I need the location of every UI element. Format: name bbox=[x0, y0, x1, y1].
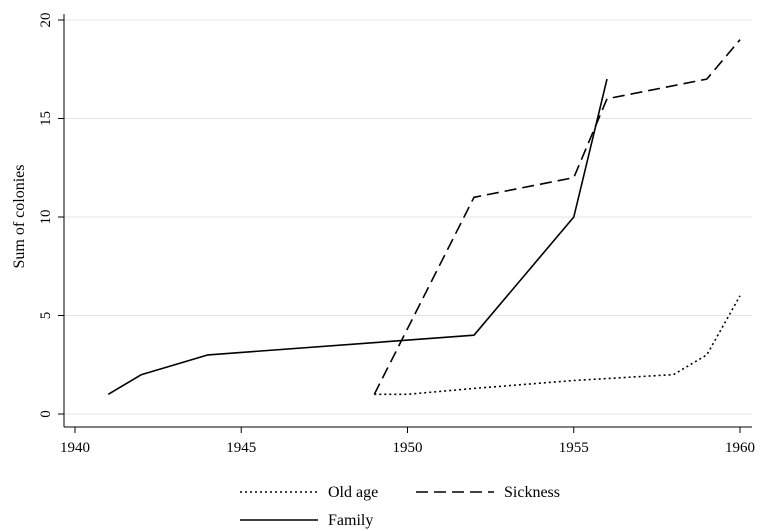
y-axis-ticks: 0 5 10 15 20 bbox=[38, 13, 64, 418]
series-line-family bbox=[107, 78, 608, 395]
y-tick-label: 20 bbox=[38, 13, 54, 28]
x-tick-label: 1950 bbox=[393, 440, 423, 456]
axes bbox=[63, 14, 752, 428]
y-axis-title: Sum of colonies bbox=[11, 165, 28, 269]
series-line-sickness bbox=[373, 39, 741, 395]
x-tick-label: 1955 bbox=[559, 440, 589, 456]
legend-item: Sickness bbox=[416, 484, 560, 501]
legend: Old age Sickness Family bbox=[240, 484, 560, 529]
y-tick-label: 0 bbox=[38, 410, 54, 418]
y-tick-label: 10 bbox=[38, 210, 54, 225]
legend-item: Family bbox=[240, 512, 373, 529]
legend-item: Old age bbox=[240, 484, 378, 501]
x-axis-ticks: 1940 1945 1950 1955 1960 bbox=[60, 427, 755, 456]
legend-label: Family bbox=[328, 512, 373, 529]
series-lines bbox=[107, 39, 741, 396]
legend-label: Old age bbox=[328, 484, 378, 501]
x-tick-label: 1940 bbox=[60, 440, 90, 456]
legend-label: Sickness bbox=[504, 484, 560, 501]
y-tick-label: 5 bbox=[38, 312, 54, 320]
grid-lines bbox=[64, 19, 752, 415]
x-tick-label: 1960 bbox=[725, 440, 755, 456]
y-tick-label: 15 bbox=[38, 111, 54, 126]
x-tick-label: 1945 bbox=[226, 440, 256, 456]
series-line-old-age bbox=[374, 295, 741, 396]
